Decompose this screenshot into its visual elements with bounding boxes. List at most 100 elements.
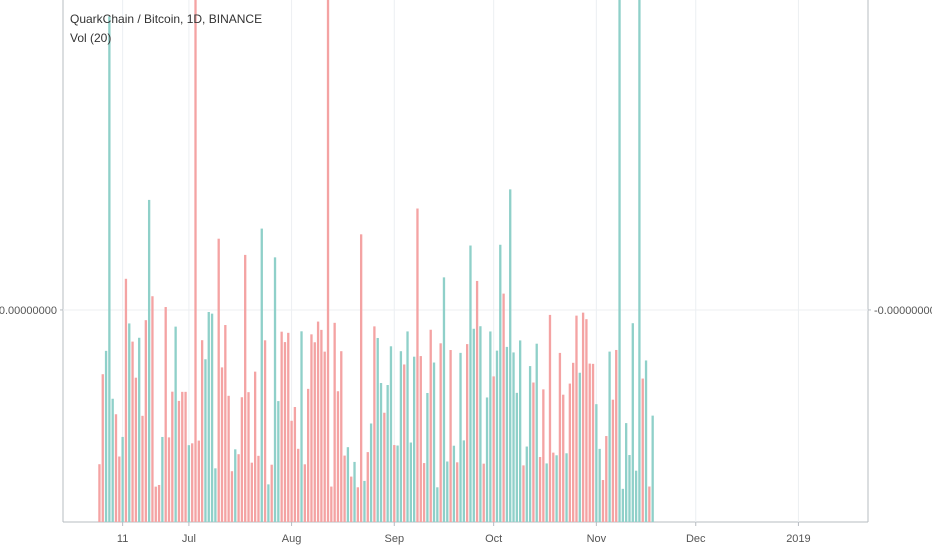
- volume-bar: [184, 391, 187, 522]
- volume-bar: [618, 0, 621, 522]
- volume-bar: [101, 374, 104, 522]
- volume-bar: [528, 366, 532, 522]
- x-axis: 11 Jul Aug Sep Oct Nov Dec 2019: [117, 522, 811, 545]
- volume-bar: [648, 486, 651, 522]
- volume-bar: [297, 448, 300, 522]
- volume-bar: [572, 362, 575, 522]
- volume-bar: [340, 351, 343, 522]
- x-tick-label: 2019: [786, 533, 810, 545]
- y-tick-label-right: -0.00000000: [874, 305, 932, 317]
- volume-bar: [562, 394, 565, 522]
- x-tick-label: Oct: [485, 533, 502, 545]
- volume-bar: [363, 480, 366, 522]
- volume-bar: [171, 391, 174, 522]
- volume-bar: [330, 486, 333, 522]
- volume-bar: [502, 293, 505, 522]
- volume-bar: [499, 244, 502, 522]
- x-tick-label: Jul: [182, 533, 196, 545]
- volume-bar: [459, 352, 462, 522]
- volume-bar: [475, 280, 479, 522]
- volume-bar: [432, 362, 436, 522]
- volume-bar: [316, 321, 320, 522]
- volume-bar: [359, 234, 363, 523]
- volume-bar: [376, 337, 379, 522]
- volume-bar: [634, 470, 638, 522]
- volume-bar: [558, 352, 562, 522]
- volume-bar: [611, 399, 615, 522]
- volume-bar: [419, 356, 422, 522]
- x-tick-label: 11: [117, 533, 128, 545]
- volume-bar: [257, 455, 260, 522]
- volume-bar: [181, 391, 184, 522]
- volume-bar: [578, 372, 581, 522]
- volume-bar: [422, 463, 426, 522]
- volume-bar: [128, 323, 131, 522]
- volume-bar: [625, 423, 628, 522]
- volume-bar: [161, 436, 164, 522]
- volume-bar: [446, 461, 449, 522]
- volume-bar: [515, 392, 519, 522]
- volume-bar: [505, 346, 509, 522]
- volume-bar: [379, 383, 383, 522]
- volume-bar: [306, 388, 310, 522]
- volume-bar: [234, 449, 237, 522]
- volume-bar: [247, 392, 250, 522]
- y-tick-label-left: -0.00000000: [0, 305, 57, 317]
- volume-bar: [343, 455, 346, 522]
- volume-bar: [293, 407, 297, 522]
- volume-bar: [240, 397, 244, 522]
- volume-bar: [519, 340, 522, 522]
- volume-bar: [383, 412, 386, 522]
- volume-bar: [396, 445, 399, 522]
- y-axis-right: 0.000018000.000016000.000014000.00001200…: [868, 305, 932, 317]
- volume-bar: [403, 364, 406, 522]
- volume-bar: [353, 461, 356, 522]
- volume-bar: [412, 356, 416, 522]
- volume-bar: [287, 332, 290, 522]
- volume-bar: [644, 360, 648, 522]
- volume-bar: [595, 404, 598, 522]
- volume-bar: [386, 385, 389, 522]
- volume-bar: [237, 454, 240, 522]
- volume-bar: [429, 329, 432, 522]
- volume-bar: [532, 382, 535, 522]
- volume-bar: [267, 484, 270, 522]
- volume-bar: [485, 397, 489, 522]
- volume-bar: [366, 452, 369, 522]
- volume-bar: [124, 278, 128, 522]
- volume-bar: [104, 350, 108, 522]
- volume-bar: [230, 471, 234, 522]
- volume-bar: [313, 342, 316, 522]
- volume-bar: [210, 313, 214, 522]
- volume-bar: [416, 208, 419, 522]
- volume-bar: [489, 331, 492, 522]
- volume-bar: [194, 0, 197, 522]
- volume-bar: [300, 331, 303, 522]
- volume-bar: [134, 377, 138, 522]
- volume-bar: [462, 440, 466, 522]
- volume-bar: [227, 395, 230, 522]
- volume-bar: [436, 487, 439, 522]
- volume-bar: [147, 199, 151, 522]
- volume-bar: [406, 331, 409, 522]
- volume-bar: [290, 420, 293, 522]
- volume-bar: [585, 319, 588, 522]
- volume-bar: [333, 322, 336, 522]
- volume-bar: [200, 340, 204, 522]
- volume-bar: [157, 484, 161, 522]
- volume-bar: [138, 337, 141, 522]
- volume-bar: [492, 376, 495, 522]
- volume-bar: [244, 254, 247, 522]
- volume-bar: [369, 423, 373, 522]
- volume-bar: [651, 415, 654, 522]
- volume-bar: [320, 329, 323, 522]
- volume-bar: [280, 331, 283, 522]
- volume-bar: [399, 351, 403, 522]
- volume-bar: [452, 445, 456, 522]
- volume-bar: [144, 320, 147, 522]
- volume-bar: [495, 350, 499, 522]
- volume-bar: [283, 342, 287, 522]
- volume-bar: [522, 465, 525, 522]
- volume-bar: [191, 443, 194, 522]
